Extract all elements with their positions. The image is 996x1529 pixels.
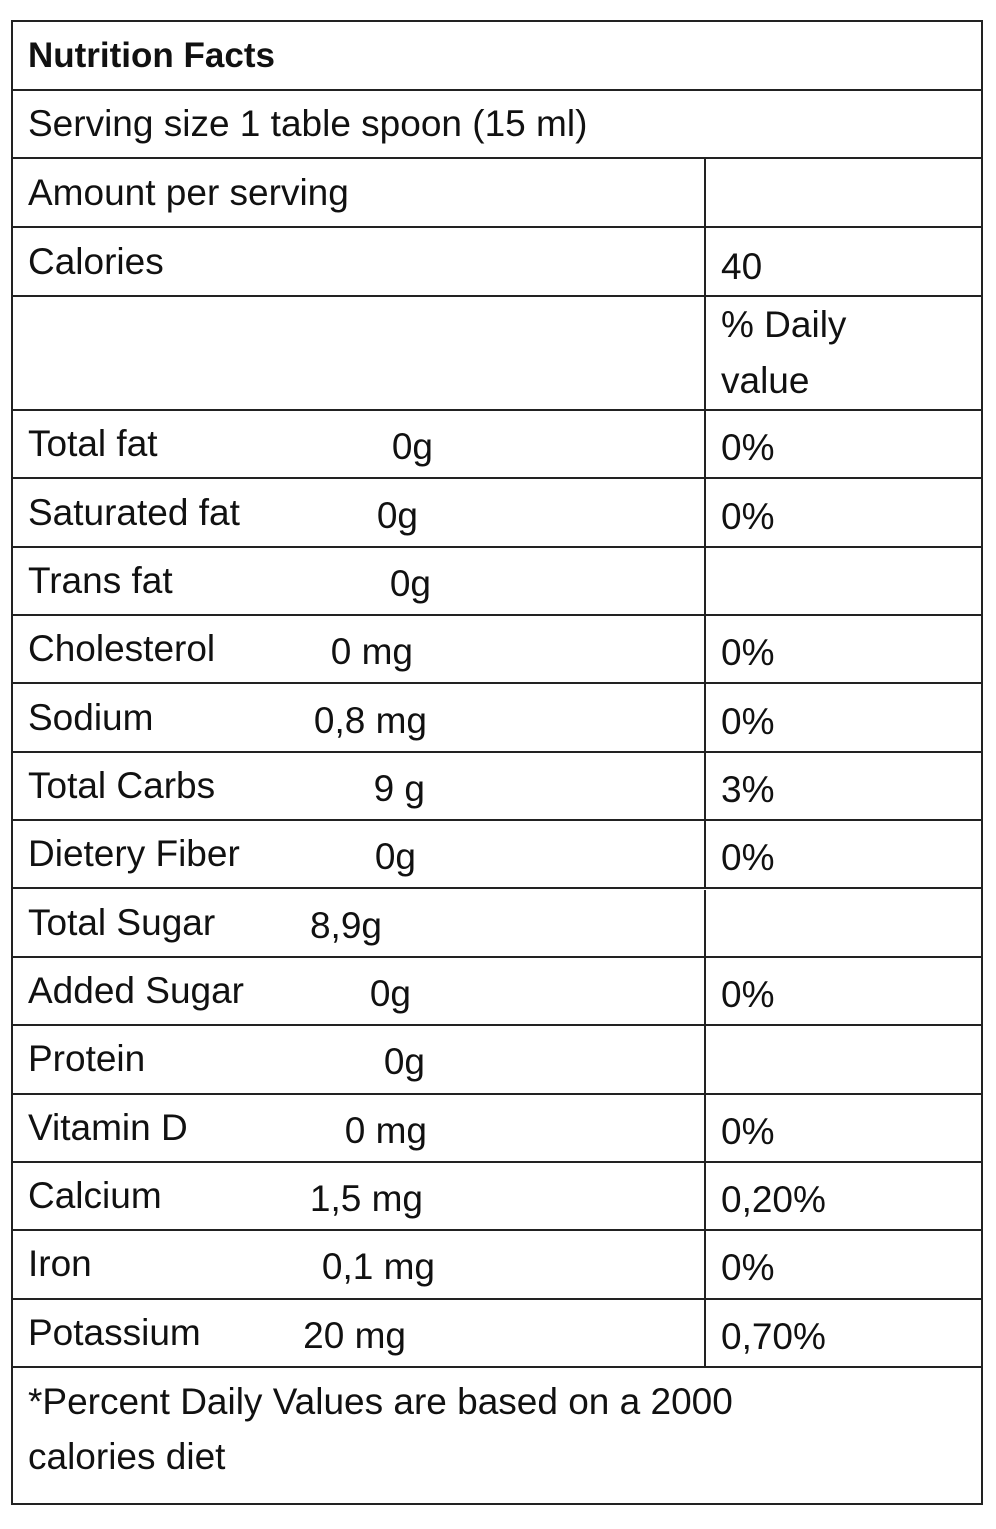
table-row: Cholesterol 0 mg 0% [13, 616, 981, 685]
nutrient-name: Dietery Fiber [28, 833, 240, 875]
title: Nutrition Facts [28, 35, 275, 75]
daily-value [704, 1026, 981, 1093]
nutrient-name: Added Sugar [28, 970, 245, 1012]
table-row: Saturated fat 0g 0% [13, 479, 981, 548]
table-row: Calcium 1,5 mg 0,20% [13, 1162, 981, 1232]
nutrient-name: Protein [28, 1038, 146, 1080]
nutrient-amount: 0g [389, 562, 431, 604]
daily-value-label: % Daily value [704, 297, 981, 409]
table-row: Potassium 20 mg 0,70% [13, 1299, 981, 1368]
nutrient-name: Sodium [28, 696, 154, 738]
nutrient-amount: 0,1 mg [321, 1246, 435, 1288]
daily-value: 0% [704, 1094, 981, 1161]
nutrient-amount: 0,8 mg [313, 699, 427, 741]
nutrient-amount: 0g [374, 836, 416, 878]
table-row: Calories 40 [13, 228, 981, 297]
nutrient-amount: 9 g [373, 767, 425, 809]
table-row: Protein 0g [13, 1026, 981, 1095]
table-row: Added Sugar 0g 0% [13, 957, 981, 1027]
daily-value: 0% [704, 479, 981, 546]
table-row: Dietery Fiber 0g 0% [13, 821, 981, 890]
nutrient-name: Total Sugar [28, 901, 216, 943]
nutrient-amount: 0 mg [330, 631, 413, 673]
daily-value: 0% [704, 684, 981, 751]
footnote: *Percent Daily Values are based on a 200… [28, 1381, 733, 1477]
daily-value [704, 547, 981, 615]
daily-value: 0,70% [704, 1299, 981, 1366]
nutrition-table: Nutrition Facts Serving size 1 table spoo… [11, 20, 983, 1505]
nutrient-name: Potassium [28, 1311, 201, 1353]
nutrient-amount: 20 mg [303, 1314, 406, 1356]
table-row: Amount per serving [13, 159, 981, 228]
nutrient-amount: 0g [391, 426, 433, 468]
nutrient-name: Saturated fat [28, 491, 240, 533]
table-row: Total Carbs 9 g 3% [13, 752, 981, 822]
daily-value: 3% [704, 752, 981, 820]
nutrient-amount: 0 mg [344, 1109, 427, 1151]
nutrient-amount: 0g [369, 973, 411, 1015]
nutrient-name: Cholesterol [28, 628, 216, 670]
amount-label: Amount per serving [28, 171, 349, 213]
nutrient-name: Vitamin D [28, 1106, 188, 1148]
table-row: Iron 0,1 mg 0% [13, 1231, 981, 1300]
nutrient-amount: 1,5 mg [309, 1178, 423, 1220]
empty-cell [704, 159, 981, 226]
daily-value: 0% [704, 957, 981, 1025]
daily-value: 0% [704, 1231, 981, 1298]
daily-value [704, 889, 981, 956]
nutrient-name: Trans fat [28, 559, 173, 601]
nutrient-amount: 8,9g [309, 904, 382, 946]
calories-value: 40 [704, 228, 981, 295]
nutrient-name: Total fat [28, 423, 158, 465]
daily-value: 0% [704, 616, 981, 683]
table-row: Total Sugar 8,9g [13, 889, 981, 958]
nutrient-name: Calcium [28, 1175, 162, 1217]
daily-value: 0,20% [704, 1162, 981, 1230]
table-row: Nutrition Facts [13, 22, 981, 91]
table-row: Vitamin D 0 mg 0% [13, 1094, 981, 1163]
table-row: Trans fat 0g [13, 547, 981, 617]
table-row: Total fat 0g 0% [13, 411, 981, 480]
calories-label: Calories [28, 240, 164, 282]
table-row: Sodium 0,8 mg 0% [13, 684, 981, 753]
nutrient-amount: 0g [376, 494, 418, 536]
daily-value: 0% [704, 411, 981, 478]
serving-size: Serving size 1 table spoon (15 ml) [28, 103, 588, 144]
table-row: Serving size 1 table spoon (15 ml) [13, 91, 981, 159]
nutrient-amount: 0g [383, 1041, 425, 1083]
nutrient-name: Iron [28, 1243, 92, 1285]
daily-value: 0% [704, 821, 981, 888]
table-row: *Percent Daily Values are based on a 200… [13, 1368, 981, 1503]
nutrient-name: Total Carbs [28, 764, 216, 806]
table-row: % Daily value [13, 297, 981, 411]
